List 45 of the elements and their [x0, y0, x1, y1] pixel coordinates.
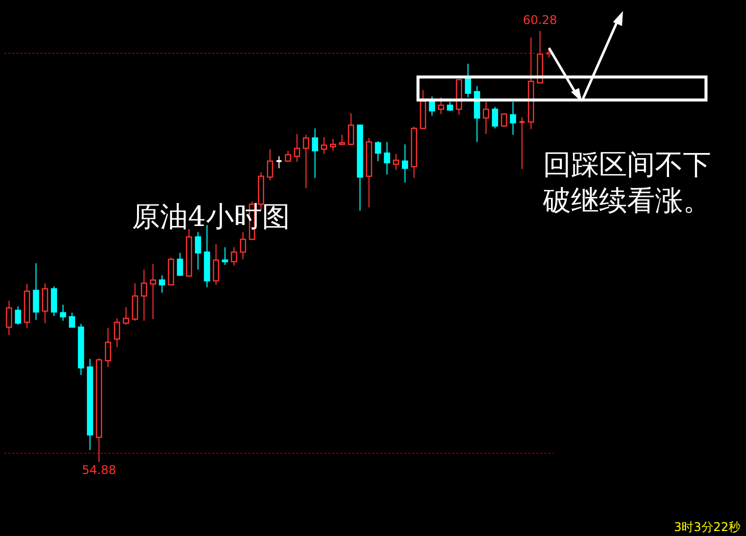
candlestick	[212, 244, 220, 286]
annotation: 54.88	[80, 463, 118, 478]
candlestick	[150, 264, 156, 320]
candlestick	[158, 274, 166, 294]
candlestick	[176, 252, 184, 277]
candlestick	[348, 112, 354, 146]
candlestick	[510, 102, 516, 136]
candlestick	[140, 269, 148, 322]
candlestick	[230, 246, 238, 266]
candlestick	[402, 144, 408, 184]
candlestick	[428, 96, 436, 116]
candlestick	[464, 63, 472, 98]
candlestick	[14, 306, 22, 326]
annotation: 60.28	[522, 13, 558, 28]
candlestick	[6, 300, 12, 336]
candlestick	[222, 246, 228, 266]
candlestick	[240, 232, 246, 260]
candlestick	[320, 136, 328, 154]
candlestick	[330, 138, 336, 152]
candlestick	[104, 327, 112, 368]
candlestick	[194, 232, 202, 270]
candlestick	[438, 96, 444, 115]
candlestick	[42, 282, 48, 324]
candlestick	[482, 102, 490, 134]
candlestick	[68, 312, 76, 328]
candlestick	[384, 141, 390, 176]
candlestick	[492, 106, 498, 129]
candlestick	[60, 304, 66, 322]
annotation: 回踩区间不下破继续看涨。	[543, 147, 712, 219]
candlestick	[266, 148, 274, 181]
candlestick	[276, 156, 282, 169]
candlestick	[114, 318, 120, 348]
candlestick	[392, 153, 400, 170]
candlestick	[374, 140, 382, 162]
candlestick	[50, 286, 58, 316]
candlestick	[302, 134, 310, 189]
candlestick	[284, 150, 292, 162]
candlestick	[122, 306, 130, 326]
candlestick	[32, 262, 40, 320]
candlestick	[294, 133, 300, 162]
text: 3时3分22秒	[674, 520, 741, 534]
candlestick	[500, 113, 508, 128]
candlestick	[312, 128, 318, 178]
candlestick	[518, 116, 526, 170]
candlestick	[132, 282, 138, 322]
